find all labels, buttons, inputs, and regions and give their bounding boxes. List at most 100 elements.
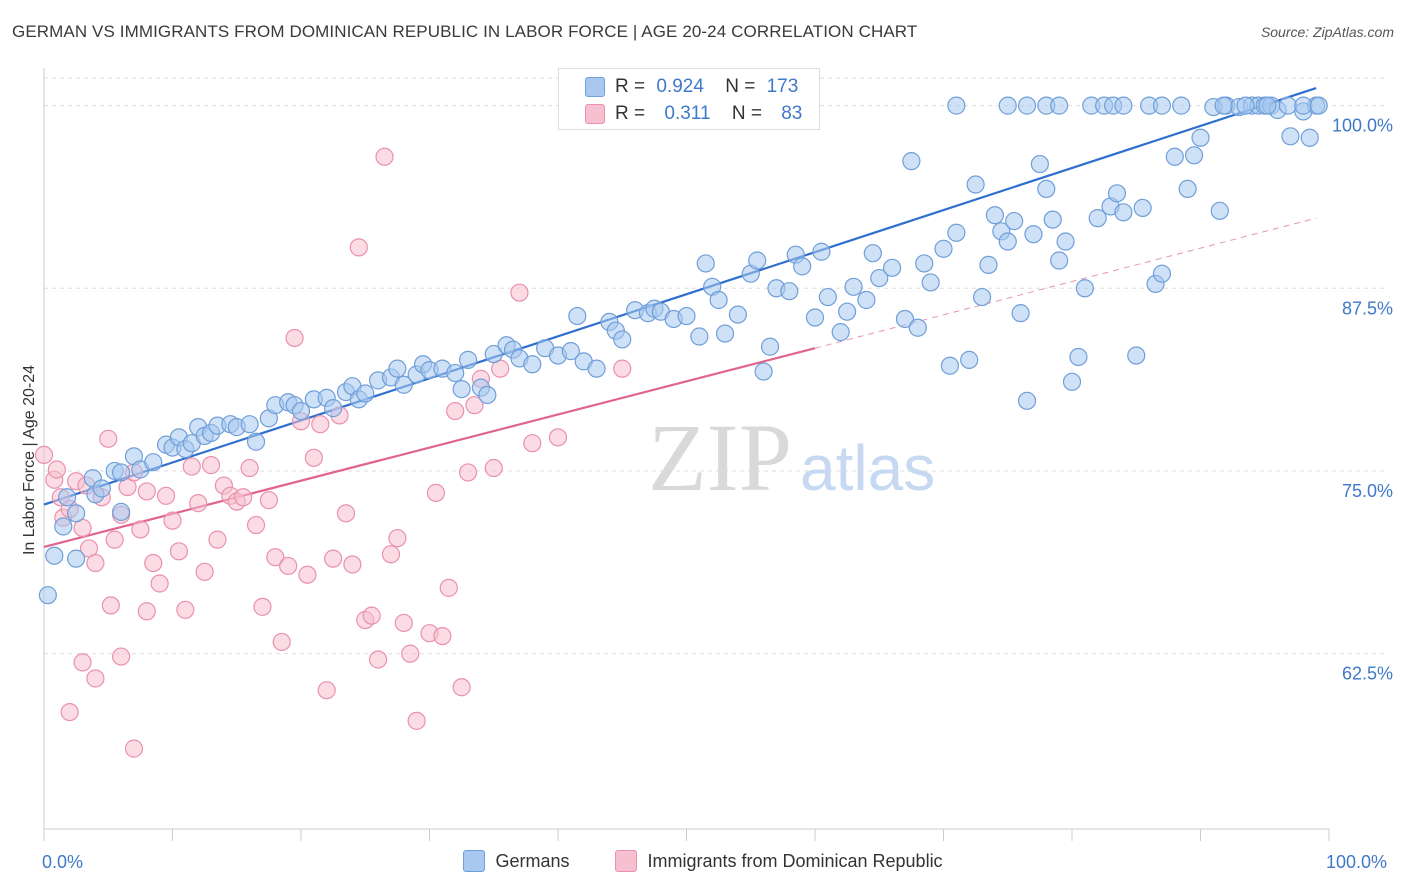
german-point [1114, 96, 1133, 115]
german-point [728, 305, 748, 324]
dominican-point [381, 545, 401, 564]
dominican-point [433, 626, 452, 646]
dominican-point [407, 711, 426, 730]
german-point [1152, 264, 1172, 283]
german-point [1281, 127, 1300, 146]
german-point [324, 399, 343, 418]
german-point [870, 268, 889, 288]
y-tick-label: 87.5% [1342, 298, 1393, 318]
y-tick-labels: 62.5% 75.0% 87.5% 100.0% [1332, 116, 1393, 684]
dominican-point [195, 562, 214, 581]
dominican-point [272, 632, 291, 652]
dominican-point [101, 596, 120, 615]
german-point [394, 375, 413, 394]
german-point [587, 359, 606, 378]
german-point [908, 318, 927, 337]
legend-item-germans[interactable]: Germans [463, 850, 569, 872]
german-point [960, 350, 979, 369]
german-point [1037, 179, 1056, 199]
german-point [1017, 391, 1037, 410]
dominican-point [510, 283, 529, 302]
germans-r-value: 0.924 [656, 76, 704, 97]
dominican-point [279, 556, 298, 576]
german-point [1258, 96, 1277, 115]
dominican-point [523, 434, 542, 453]
german-point [1107, 184, 1127, 203]
german-point [58, 488, 77, 507]
dominican-point [362, 606, 381, 625]
german-point [696, 254, 715, 273]
german-point [844, 277, 863, 296]
dominican-point [169, 542, 189, 561]
dominican-point [208, 530, 227, 549]
german-point [966, 175, 985, 194]
dominican-point [452, 678, 471, 697]
german-point [677, 306, 696, 326]
german-point [388, 359, 407, 378]
german-point [1043, 210, 1062, 229]
dominican-point [324, 549, 343, 568]
dominican-point [246, 515, 266, 535]
dominican-point [439, 578, 458, 597]
y-axis-label: In Labor Force | Age 20-24 [21, 364, 38, 556]
dominican-points [34, 96, 748, 758]
german-point [882, 258, 902, 277]
german-point [291, 401, 311, 421]
dominican-point [86, 553, 105, 573]
german-point [54, 517, 73, 536]
dominican-swatch [585, 104, 605, 124]
german-point [985, 206, 1005, 225]
dominican-point [375, 147, 394, 166]
legend-label-dominican: Immigrants from Dominican Republic [647, 850, 943, 871]
dominican-point [343, 555, 362, 574]
x-tick-max: 100.0% [1326, 852, 1388, 872]
dominican-point [311, 415, 330, 434]
dominican-point [240, 458, 259, 478]
german-point [144, 453, 163, 472]
chart-title: GERMAN VS IMMIGRANTS FROM DOMINICAN REPU… [12, 22, 918, 41]
german-point [857, 290, 876, 310]
legend-item-dominican[interactable]: Immigrants from Dominican Republic [615, 850, 943, 872]
germans-swatch [585, 77, 605, 97]
german-point [1300, 128, 1319, 147]
dominican-point [548, 428, 568, 447]
n-label: N = [725, 76, 756, 97]
r-label: R = [615, 103, 646, 124]
german-point [1309, 96, 1328, 115]
german-point [1056, 232, 1075, 251]
germans-legend-swatch [463, 850, 486, 872]
german-point [446, 363, 465, 383]
dominican-r-value: 0.311 [664, 103, 711, 124]
german-point [1050, 251, 1069, 270]
dominican-point [60, 702, 79, 722]
german-points [38, 96, 1328, 605]
dominican-point [266, 548, 285, 567]
german-point [452, 380, 471, 399]
dominican-point [131, 520, 150, 539]
dominican-legend-swatch [615, 850, 638, 872]
german-point [915, 254, 934, 273]
german-point [523, 355, 542, 374]
german-point [754, 362, 773, 381]
y-tick-label: 75.0% [1342, 481, 1393, 501]
dominican-point [105, 530, 124, 549]
watermark-zip: ZIP [648, 404, 792, 511]
stats-legend: R = 0.924 N = 173 R = 0.311 N = 83 [558, 68, 820, 130]
german-point [458, 350, 478, 369]
german-point [793, 257, 812, 276]
german-point [1127, 346, 1146, 365]
german-point [998, 96, 1017, 115]
bottom-legend: Germans Immigrants from Dominican Republ… [0, 850, 1406, 872]
dominican-point [349, 238, 368, 257]
dominican-point [86, 669, 105, 688]
source-credit: Source: ZipAtlas.com [1260, 24, 1394, 40]
german-point [1024, 225, 1043, 244]
german-point [1214, 96, 1233, 115]
german-point [1191, 128, 1210, 147]
dominican-point [336, 504, 356, 523]
dominican-point [446, 401, 465, 421]
german-point [1184, 146, 1204, 165]
german-point [863, 244, 882, 263]
german-point [979, 255, 998, 275]
